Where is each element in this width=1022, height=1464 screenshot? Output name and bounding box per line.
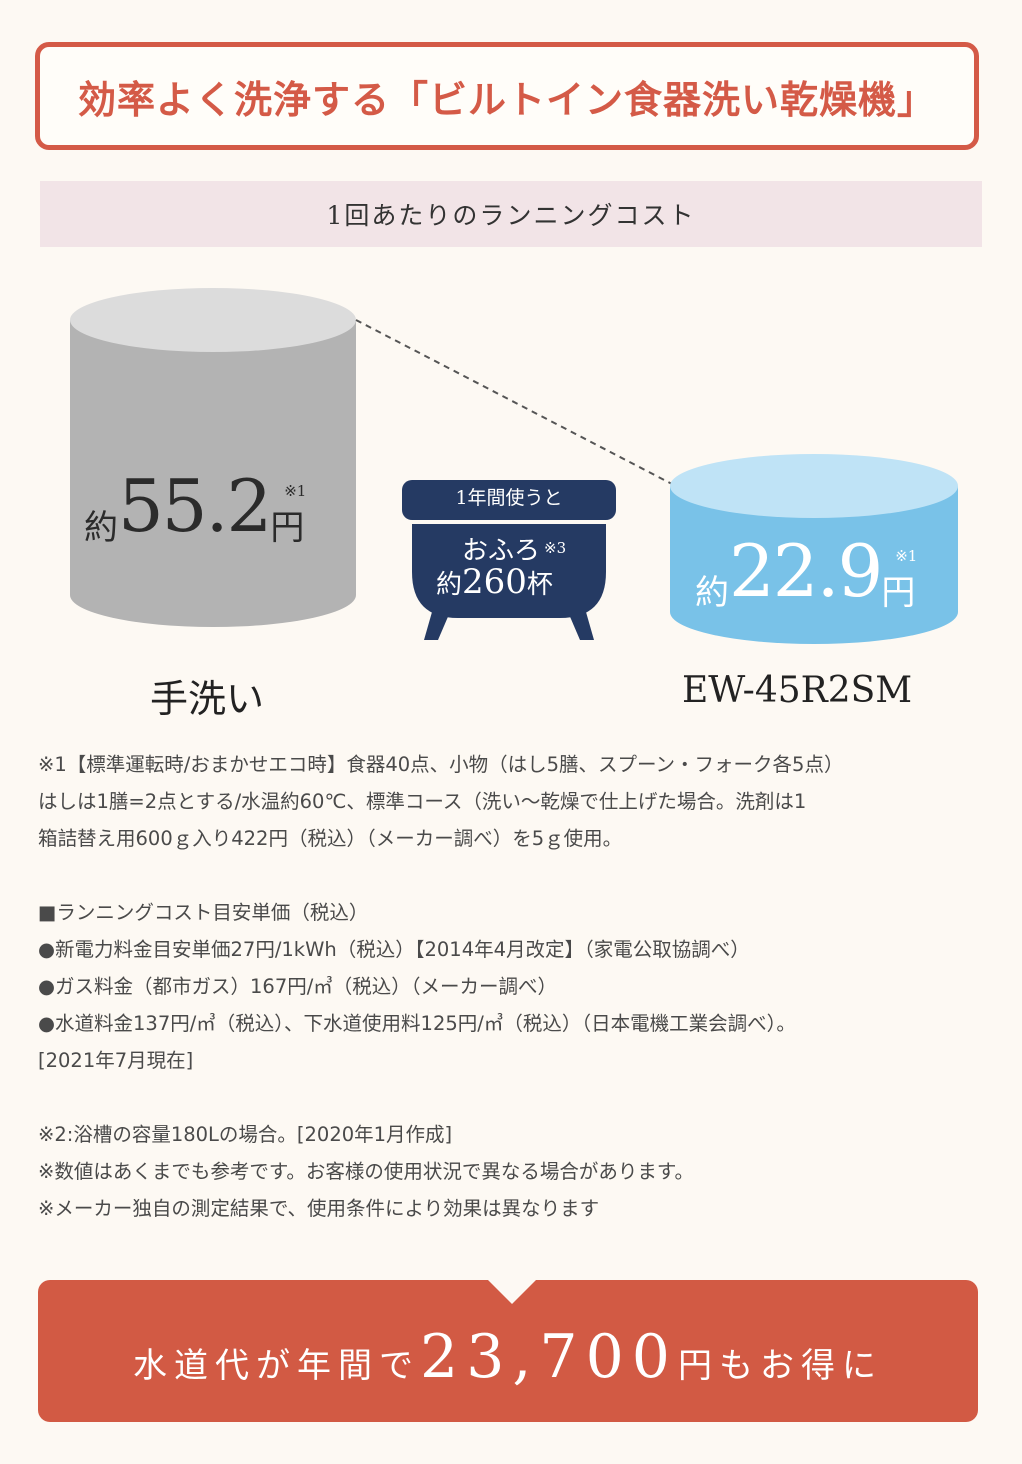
tub-line1: おふろ ※3	[462, 530, 566, 567]
machine-yaku: 約	[695, 573, 729, 613]
tub-line2-unit: 杯	[526, 570, 553, 600]
note-line: ※数値はあくまでも参考です。お客様の使用状況で異なる場合があります。	[38, 1160, 694, 1183]
tub-line2-yaku: 約	[436, 570, 463, 600]
hand-wash-yaku: 約	[84, 508, 118, 548]
savings-text: 水道代が年間で23,700円もお得に	[38, 1322, 978, 1392]
tub-line2-value: 260	[462, 562, 527, 602]
savings-amount: 23,700	[420, 1322, 678, 1392]
subtitle: 1回あたりのランニングコスト	[326, 201, 696, 230]
note-line: [2021年7月現在]	[38, 1049, 194, 1072]
note-line: ※2:浴槽の容量180Lの場合。[2020年1月作成]	[38, 1123, 453, 1146]
hand-wash-yen-text: 円	[270, 508, 305, 548]
tub-line2: 約260杯	[436, 562, 553, 602]
machine-value: 22.9	[729, 529, 883, 613]
tub-header: 1年間使うと	[455, 487, 563, 509]
note-gap	[38, 857, 988, 894]
hand-wash-value: 55.2	[118, 464, 272, 548]
hand-wash-caption: 手洗い	[150, 677, 265, 721]
note-line: ■ランニングコスト目安単価（税込）	[38, 901, 369, 924]
note-line: 箱詰替え用600ｇ入り422円（税込）（メーカー調べ）を5ｇ使用。	[38, 827, 623, 850]
note-line: はしは1膳=2点とする/水温約60℃、標準コース（洗い〜乾燥で仕上げた場合。洗剤…	[38, 790, 807, 813]
machine-cost: 約 22.9 円 ※1	[695, 529, 917, 614]
machine-cylinder	[670, 454, 958, 644]
machine-yen: 円 ※1	[881, 547, 917, 614]
bathtub-icon	[402, 480, 616, 640]
machine-caption: EW-45R2SM	[682, 670, 913, 711]
comparison-graphic	[70, 288, 958, 644]
machine-yen-text: 円	[881, 573, 916, 613]
page-title: 効率よく洗浄する「ビルトイン食器洗い乾燥機」	[77, 77, 936, 122]
hand-wash-yen: 円 ※1	[270, 482, 306, 549]
note-line: ●水道料金137円/㎥（税込）、下水道使用料125円/㎥（税込）（日本電機工業会…	[38, 1012, 796, 1035]
tub-line1-note: ※3	[544, 539, 567, 557]
savings-prefix: 水道代が年間で	[133, 1346, 421, 1386]
note-line: ※1【標準運転時/おまかせエコ時】食器40点、小物（はし5膳、スプーン・フォーク…	[38, 753, 844, 776]
footnotes: ※1【標準運転時/おまかせエコ時】食器40点、小物（はし5膳、スプーン・フォーク…	[38, 746, 988, 1227]
note-line: ●ガス料金（都市ガス）167円/㎥（税込）（メーカー調べ）	[38, 975, 558, 998]
connector-line	[355, 319, 673, 485]
note-line: ●新電力料金目安単価27円/1kWh（税込）【2014年4月改定】（家電公取協調…	[38, 938, 750, 961]
banner-notch	[476, 1268, 548, 1304]
title-box: 効率よく洗浄する「ビルトイン食器洗い乾燥機」	[35, 42, 979, 150]
hand-wash-cylinder	[70, 288, 356, 627]
hand-wash-note: ※1	[284, 482, 307, 500]
subtitle-bar: 1回あたりのランニングコスト	[40, 181, 982, 247]
tub-line1-text: おふろ	[462, 536, 541, 566]
note-gap	[38, 1079, 988, 1116]
note-line: ※メーカー独自の測定結果で、使用条件により効果は異なります	[38, 1197, 600, 1220]
savings-suffix: 円もお得に	[677, 1346, 883, 1386]
hand-wash-cost: 約 55.2 円 ※1	[84, 464, 306, 549]
machine-note: ※1	[895, 547, 918, 565]
